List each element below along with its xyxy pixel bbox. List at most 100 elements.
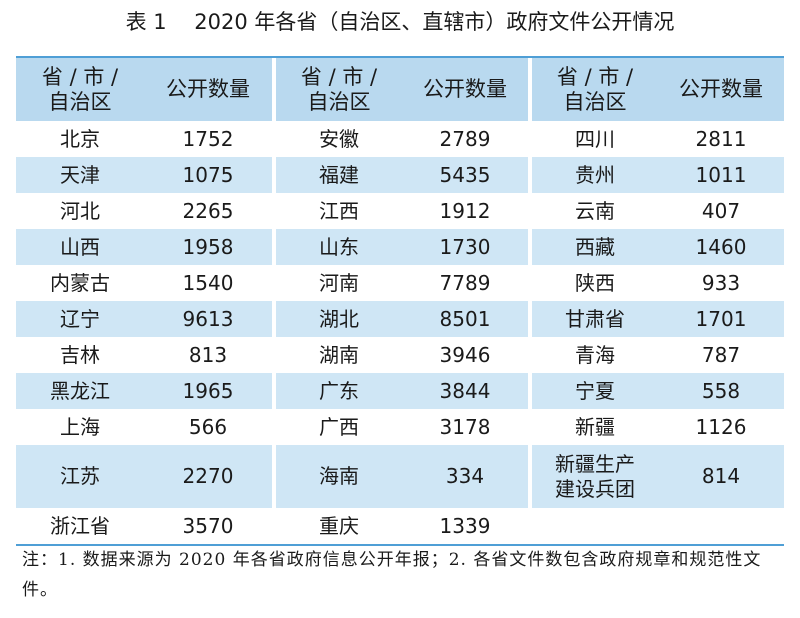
count-cell: 3946	[439, 342, 491, 367]
table-footnote: 注：1. 数据来源为 2020 年各省政府信息公开年报；2. 各省文件数包含政府…	[22, 550, 762, 600]
count-cell: 1730	[439, 234, 491, 259]
region-cell: 天津	[60, 162, 100, 187]
table-row: 甘肃省 1701	[532, 301, 784, 337]
region-header: 省 / 市 / 自治区	[41, 64, 119, 114]
region-cell: 甘肃省	[565, 306, 625, 331]
table-row: 安徽 2789	[276, 121, 528, 157]
count-cell: 1126	[695, 414, 747, 439]
table-header-row: 省 / 市 / 自治区 公开数量	[16, 58, 272, 121]
table-row: 北京 1752	[16, 121, 272, 157]
count-cell: 1075	[182, 162, 234, 187]
count-cell: 407	[701, 198, 741, 223]
table-row: 青海 787	[532, 337, 784, 373]
table-row: 重庆 1339	[276, 508, 528, 544]
region-cell: 内蒙古	[50, 270, 110, 295]
count-cell: 787	[701, 342, 741, 367]
table-row: 西藏 1460	[532, 229, 784, 265]
region-cell: 湖南	[319, 342, 359, 367]
table-row: 湖北 8501	[276, 301, 528, 337]
count-header: 公开数量	[166, 77, 250, 101]
table-row: 黑龙江 1965	[16, 373, 272, 409]
region-cell: 广西	[319, 414, 359, 439]
count-cell: 2789	[439, 126, 491, 151]
table-row-empty	[532, 508, 784, 544]
region-cell: 浙江省	[50, 513, 110, 538]
table-row: 河北 2265	[16, 193, 272, 229]
table-row: 上海 566	[16, 409, 272, 445]
count-cell: 814	[701, 464, 741, 488]
region-cell: 安徽	[319, 126, 359, 151]
count-cell: 558	[701, 378, 741, 403]
table-row: 广东 3844	[276, 373, 528, 409]
region-cell: 山西	[60, 234, 100, 259]
table-row: 辽宁 9613	[16, 301, 272, 337]
table-row: 内蒙古 1540	[16, 265, 272, 301]
table-row: 云南 407	[532, 193, 784, 229]
count-cell: 9613	[182, 306, 234, 331]
region-cell: 西藏	[575, 234, 615, 259]
region-cell: 福建	[319, 162, 359, 187]
table-row: 海南 334	[276, 445, 528, 508]
table-row: 宁夏 558	[532, 373, 784, 409]
table-column-group-1: 省 / 市 / 自治区 公开数量 北京 1752 天津 1075 河北 2265…	[16, 58, 272, 544]
count-cell: 1752	[182, 126, 234, 151]
table-row: 江西 1912	[276, 193, 528, 229]
count-cell: 3844	[439, 378, 491, 403]
table-row: 山西 1958	[16, 229, 272, 265]
table-row: 贵州 1011	[532, 157, 784, 193]
table-row: 湖南 3946	[276, 337, 528, 373]
region-cell: 重庆	[319, 513, 359, 538]
region-cell: 新疆	[575, 414, 615, 439]
region-cell: 广东	[319, 378, 359, 403]
region-cell: 河北	[60, 198, 100, 223]
table-header-row: 省 / 市 / 自治区 公开数量	[532, 58, 784, 121]
table-title: 表 1 2020 年各省（自治区、直辖市）政府文件公开情况	[125, 10, 675, 34]
count-cell: 1011	[695, 162, 747, 187]
count-cell: 3178	[439, 414, 491, 439]
region-cell: 黑龙江	[50, 378, 110, 403]
region-cell: 湖北	[319, 306, 359, 331]
region-cell: 江苏	[60, 464, 100, 488]
count-cell: 1460	[695, 234, 747, 259]
region-cell: 海南	[319, 464, 359, 488]
count-cell: 933	[701, 270, 741, 295]
count-header: 公开数量	[423, 77, 507, 101]
count-cell: 1701	[695, 306, 747, 331]
region-cell: 云南	[575, 198, 615, 223]
count-cell: 566	[188, 414, 228, 439]
region-cell: 新疆生产 建设兵团	[555, 451, 635, 501]
region-cell: 上海	[60, 414, 100, 439]
table-row: 四川 2811	[532, 121, 784, 157]
count-cell: 813	[188, 342, 228, 367]
table-row: 广西 3178	[276, 409, 528, 445]
table-row: 吉林 813	[16, 337, 272, 373]
count-cell: 8501	[439, 306, 491, 331]
count-cell: 1965	[182, 378, 234, 403]
region-cell: 山东	[319, 234, 359, 259]
table-row: 江苏 2270	[16, 445, 272, 508]
count-header: 公开数量	[679, 77, 763, 101]
region-header: 省 / 市 / 自治区	[300, 64, 378, 114]
region-cell: 四川	[575, 126, 615, 151]
count-cell: 2265	[182, 198, 234, 223]
count-cell: 1912	[439, 198, 491, 223]
table-column-group-3: 省 / 市 / 自治区 公开数量 四川 2811 贵州 1011 云南 407 …	[528, 58, 784, 544]
count-cell: 3570	[182, 513, 234, 538]
count-cell: 7789	[439, 270, 491, 295]
region-cell: 辽宁	[60, 306, 100, 331]
count-cell: 1540	[182, 270, 234, 295]
region-header: 省 / 市 / 自治区	[556, 64, 634, 114]
table-row: 山东 1730	[276, 229, 528, 265]
table-row: 陕西 933	[532, 265, 784, 301]
region-cell: 吉林	[60, 342, 100, 367]
region-cell: 河南	[319, 270, 359, 295]
region-cell: 陕西	[575, 270, 615, 295]
table-column-group-2: 省 / 市 / 自治区 公开数量 安徽 2789 福建 5435 江西 1912…	[272, 58, 528, 544]
count-cell: 2811	[695, 126, 747, 151]
region-cell: 青海	[575, 342, 615, 367]
count-cell: 2270	[182, 464, 234, 488]
count-cell: 1958	[182, 234, 234, 259]
region-cell: 江西	[319, 198, 359, 223]
table-row: 新疆 1126	[532, 409, 784, 445]
table-header-row: 省 / 市 / 自治区 公开数量	[276, 58, 528, 121]
